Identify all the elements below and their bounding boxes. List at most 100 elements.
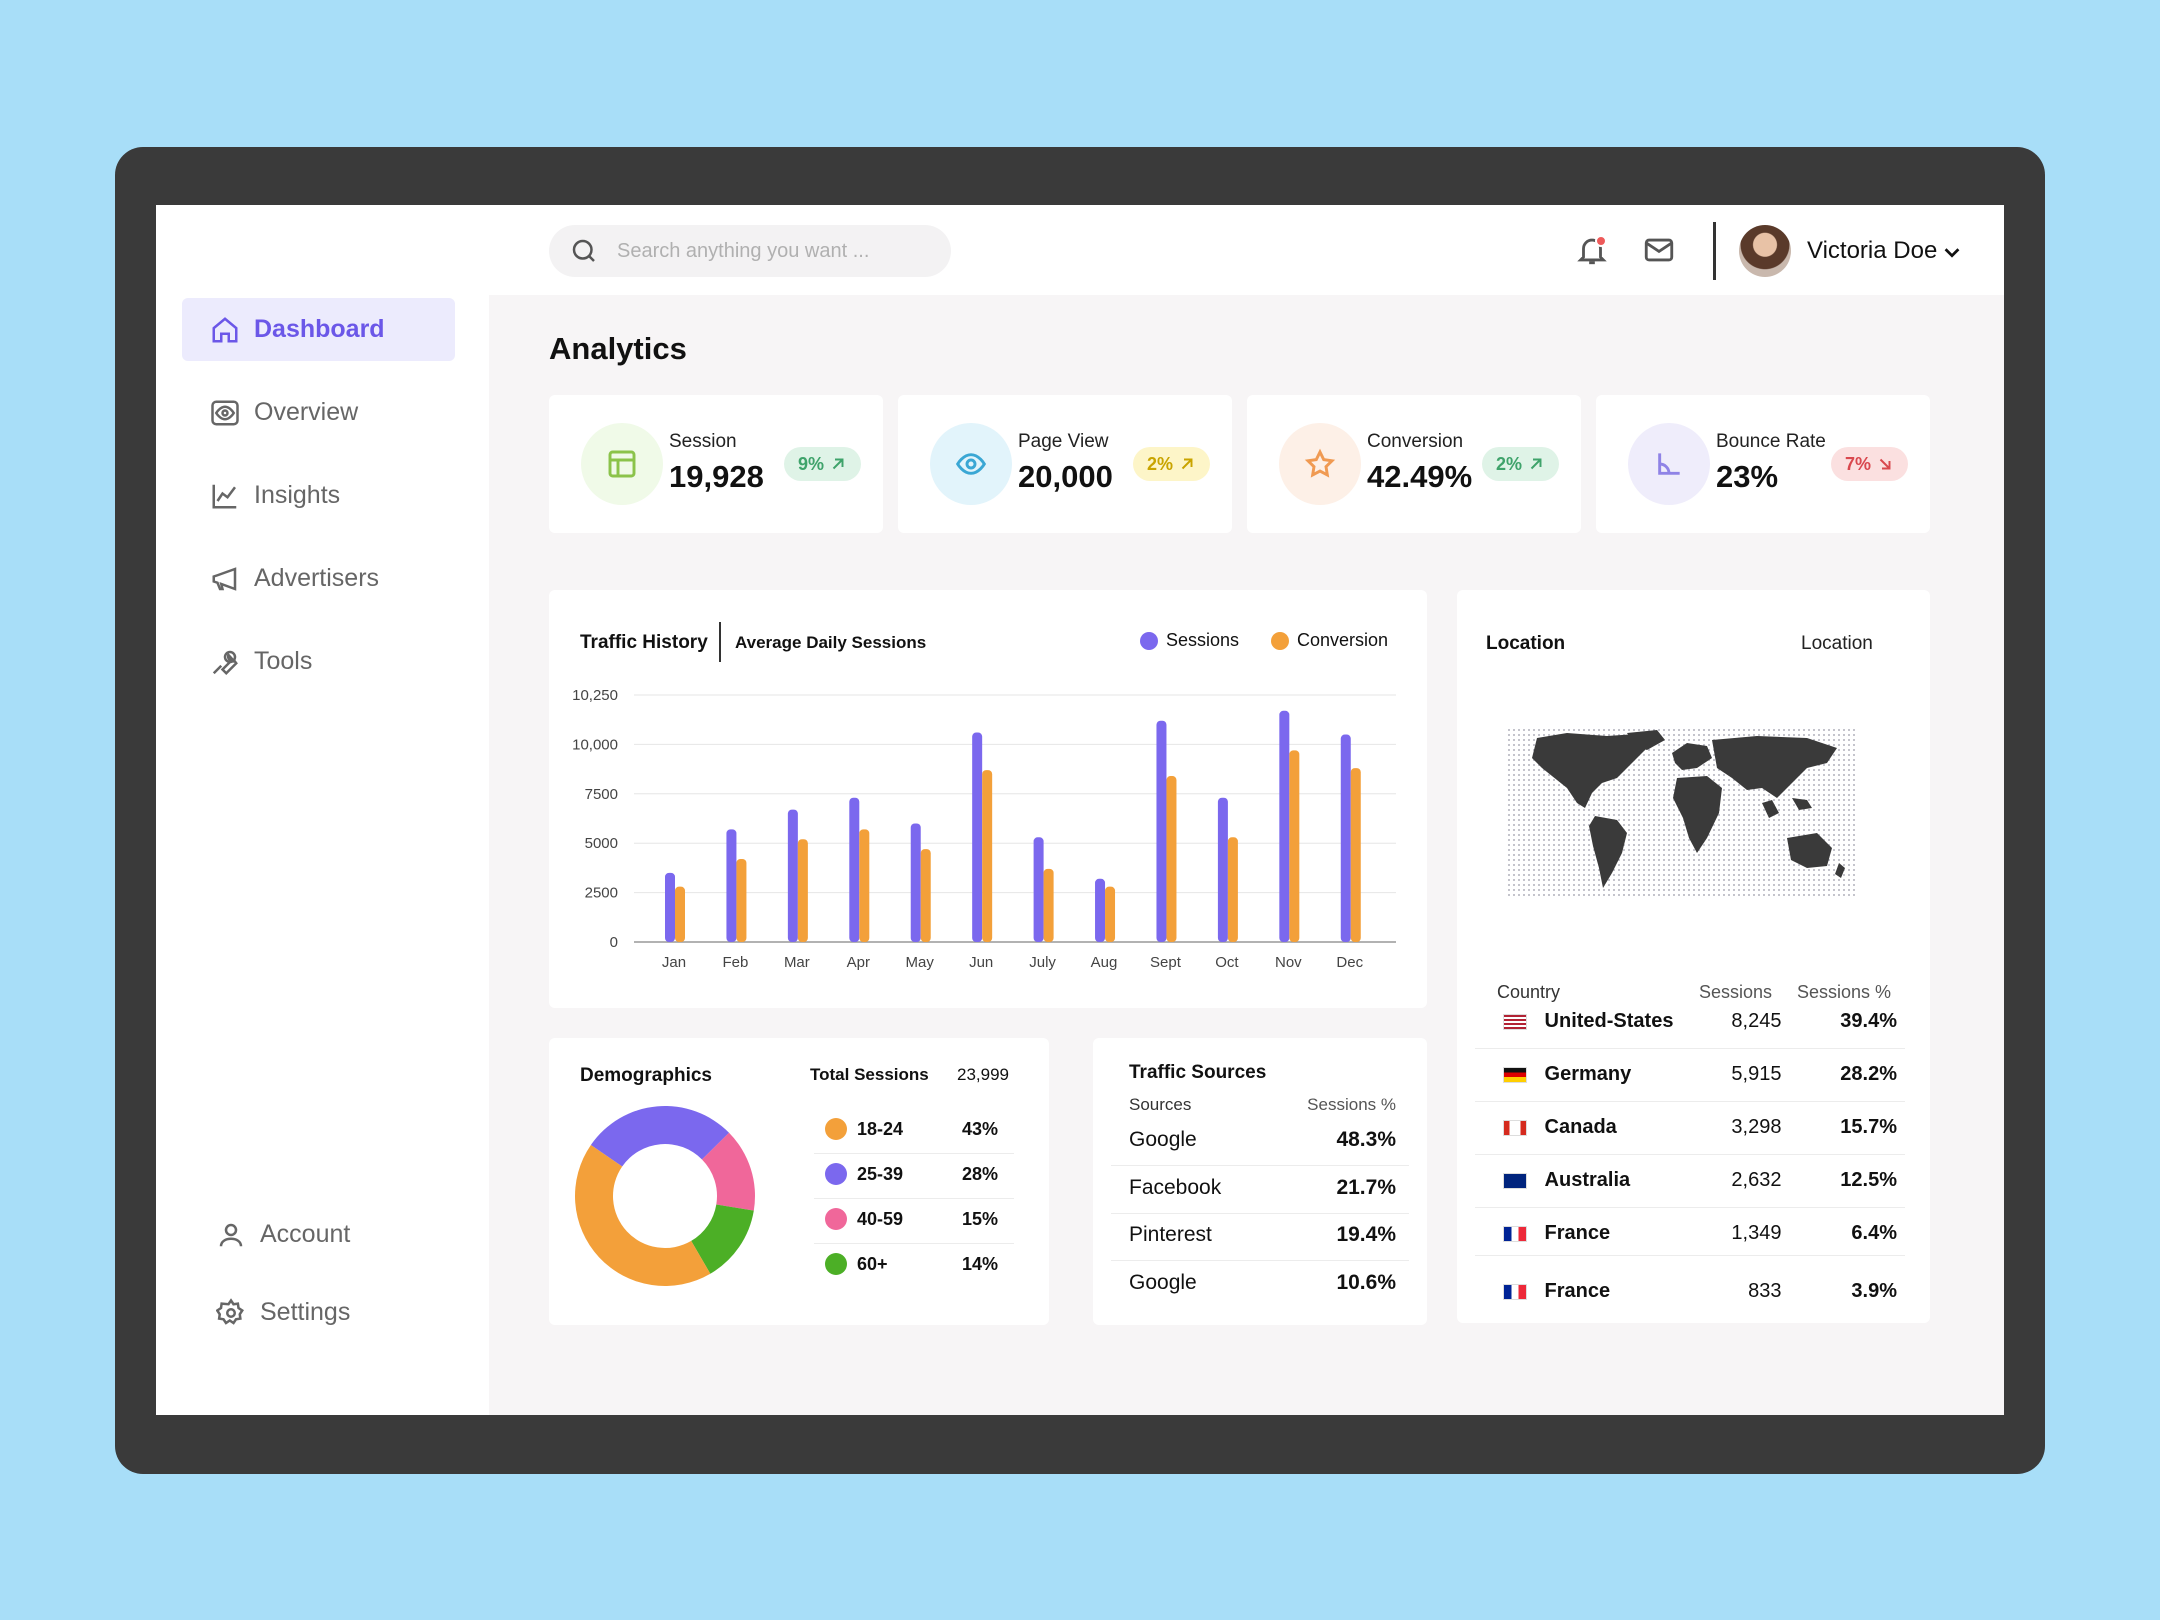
angle-icon <box>1658 453 1680 475</box>
arrow-up-right-icon <box>832 458 844 470</box>
source-name: Facebook <box>1129 1175 1222 1199</box>
layout-icon <box>608 450 636 478</box>
sidebar-item-insights[interactable]: Insights <box>182 464 455 527</box>
source-pct: 10.6% <box>1336 1270 1396 1294</box>
chevron-down-icon[interactable] <box>1941 241 1963 263</box>
age-group-label: 60+ <box>857 1253 888 1274</box>
kpi-trend-badge: 2% <box>1482 447 1560 481</box>
source-name: Google <box>1129 1128 1197 1151</box>
row-divider <box>814 1243 1014 1244</box>
bar-conversion-jun <box>982 770 993 942</box>
source-row[interactable]: Google 48.3% <box>1129 1128 1396 1152</box>
bar-sessions-july <box>1033 837 1044 942</box>
legend-dot <box>1140 632 1158 651</box>
location-row[interactable]: Canada 3,298 15.7% <box>1503 1116 1897 1139</box>
sidebar-item-settings[interactable]: Settings <box>188 1281 461 1344</box>
arrow-up-right-icon <box>1530 458 1542 470</box>
location-row[interactable]: France 833 3.9% <box>1503 1280 1897 1303</box>
donut-slice-25-39 <box>590 1106 730 1167</box>
bar-sessions-feb <box>726 829 737 942</box>
chart-line-icon <box>212 484 237 508</box>
row-divider <box>1111 1212 1409 1214</box>
col-sessions-pct: Sessions % <box>1797 982 1892 1002</box>
sidebar-item-label: Dashboard <box>254 315 385 343</box>
world-map-image <box>1507 728 1857 898</box>
user-name[interactable]: Victoria Doe <box>1807 237 1938 264</box>
sidebar-item-label: Insights <box>254 481 341 509</box>
source-row[interactable]: Pinterest 19.4% <box>1129 1223 1396 1247</box>
legend-sessions[interactable]: Sessions <box>1140 630 1239 651</box>
demographics-title: Demographics <box>580 1065 712 1086</box>
location-selector[interactable]: Location <box>1801 633 1873 654</box>
country-name: France <box>1544 1222 1611 1244</box>
bar-conversion-oct <box>1227 837 1238 942</box>
kpi-trend-badge: 7% <box>1831 447 1909 481</box>
sidebar-item-overview[interactable]: Overview <box>182 381 455 444</box>
bar-sessions-sept <box>1156 720 1167 942</box>
legend-label: Conversion <box>1297 630 1389 650</box>
location-row[interactable]: United-States 8,245 39.4% <box>1503 1010 1897 1033</box>
location-row[interactable]: Germany 5,915 28.2% <box>1503 1063 1897 1086</box>
bar-conversion-dec <box>1350 768 1361 942</box>
sidebar-item-label: Tools <box>254 647 313 675</box>
country-name: United-States <box>1544 1010 1674 1032</box>
kpi-icon-bg <box>581 423 663 505</box>
kpi-label: Page View <box>1018 431 1109 452</box>
col-sessions-pct: Sessions % <box>1307 1095 1396 1114</box>
kpi-badge-value: 2% <box>1496 453 1523 474</box>
y-tick-label: 2500 <box>585 885 618 902</box>
y-tick-label: 10,250 <box>572 687 618 704</box>
arrow-down-right-icon <box>1879 458 1891 470</box>
location-row[interactable]: France 1,349 6.4% <box>1503 1222 1897 1245</box>
legend-dot <box>1271 632 1289 651</box>
kpi-icon-bg <box>1628 423 1710 505</box>
kpi-value: 20,000 <box>1018 459 1113 494</box>
sidebar-item-advertisers[interactable]: Advertisers <box>182 547 455 610</box>
search-bar[interactable] <box>549 225 951 277</box>
bar-conversion-nov <box>1289 750 1300 942</box>
y-tick-label: 10,000 <box>572 736 618 753</box>
kpi-badge-value: 2% <box>1147 453 1174 474</box>
bar-conversion-apr <box>859 829 870 942</box>
country-pct: 12.5% <box>1840 1169 1897 1191</box>
traffic-history-card: Traffic History Average Daily Sessions S… <box>549 590 1427 1008</box>
location-card: Location Location Country Sessions Ses <box>1457 590 1930 1323</box>
sidebar-item-dashboard[interactable]: Dashboard <box>182 298 455 361</box>
megaphone-icon <box>212 566 237 591</box>
kpi-card-session: Session 19,928 9% <box>549 395 883 533</box>
star-icon <box>1304 448 1336 478</box>
kpi-badge-value: 7% <box>1845 453 1872 474</box>
avatar[interactable] <box>1739 225 1791 277</box>
country-sessions: 3,298 <box>1731 1116 1782 1138</box>
legend-conversion[interactable]: Conversion <box>1271 630 1388 651</box>
kpi-label: Session <box>669 431 737 452</box>
bar-sessions-aug <box>1095 878 1106 942</box>
sidebar-item-account[interactable]: Account <box>188 1203 461 1266</box>
kpi-icon-bg <box>1279 423 1361 505</box>
country-pct: 28.2% <box>1840 1063 1897 1085</box>
location-title: Location <box>1486 633 1566 654</box>
page-title: Analytics <box>549 331 687 366</box>
kpi-card-conversion: Conversion 42.49% 2% <box>1247 395 1581 533</box>
demographics-legend-row: 60+ 14% <box>825 1253 1015 1275</box>
bar-conversion-feb <box>736 859 747 942</box>
legend-dot <box>825 1163 847 1185</box>
x-tick-label: May <box>906 954 935 971</box>
source-row[interactable]: Google 10.6% <box>1129 1271 1396 1295</box>
age-group-label: 40-59 <box>857 1208 904 1229</box>
x-tick-label: Sept <box>1150 954 1182 971</box>
notifications-button[interactable] <box>1575 233 1609 267</box>
search-input[interactable] <box>617 239 917 263</box>
source-row[interactable]: Facebook 21.7% <box>1129 1176 1396 1200</box>
sidebar-item-tools[interactable]: Tools <box>182 630 455 693</box>
location-row[interactable]: Australia 2,632 12.5% <box>1503 1169 1897 1192</box>
kpi-trend-badge: 2% <box>1133 447 1211 481</box>
bar-sessions-mar <box>787 809 798 942</box>
row-divider <box>1111 1165 1409 1166</box>
app-screen: Dashboard Overview Insights Advertisers … <box>156 205 2004 1415</box>
legend-label: Sessions <box>1166 630 1240 650</box>
messages-button[interactable] <box>1642 233 1676 267</box>
fr-flag-icon <box>1503 1225 1527 1242</box>
bar-sessions-oct <box>1217 797 1228 942</box>
age-group-label: 18-24 <box>857 1118 904 1139</box>
